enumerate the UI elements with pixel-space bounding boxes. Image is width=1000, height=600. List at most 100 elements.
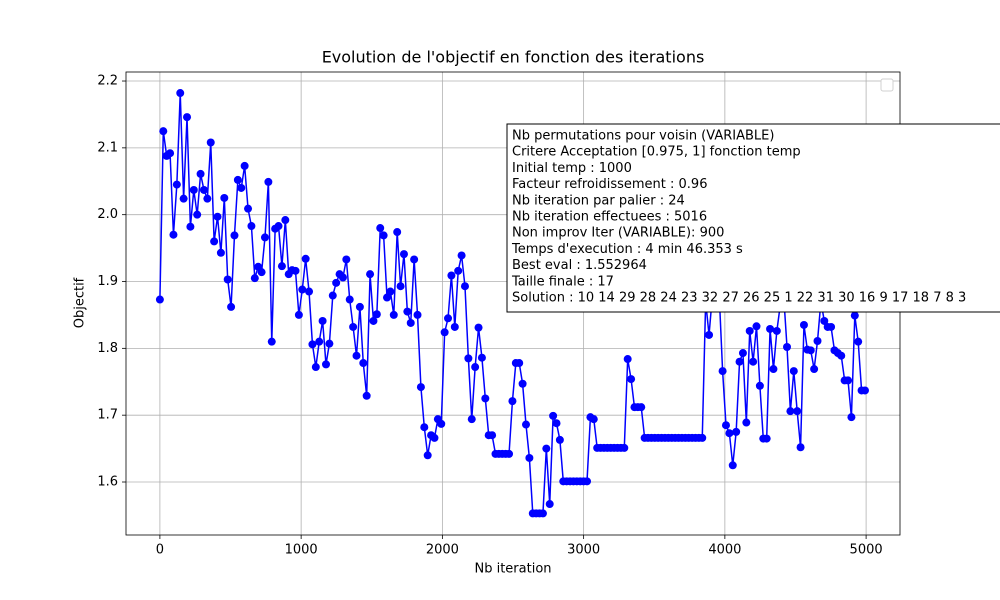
annotation-line: Non improv Iter (VARIABLE): 900	[512, 226, 724, 241]
data-point	[183, 113, 192, 122]
data-point	[355, 302, 364, 311]
data-point	[460, 282, 469, 291]
data-point	[437, 419, 446, 428]
annotation-line: Critere Acceptation [0.975, 1] fonction …	[512, 145, 801, 160]
data-point	[311, 363, 320, 372]
data-point	[627, 375, 636, 384]
data-point	[318, 316, 327, 325]
data-point	[799, 320, 808, 329]
x-tick-label: 1000	[285, 543, 318, 558]
data-point	[850, 311, 859, 320]
data-point	[216, 248, 225, 257]
data-point	[810, 365, 819, 374]
data-point	[637, 403, 646, 412]
data-point	[464, 354, 473, 363]
y-tick-label: 1.9	[97, 274, 118, 289]
data-point	[396, 282, 405, 291]
data-point	[206, 138, 215, 147]
data-point	[752, 322, 761, 331]
data-point	[186, 222, 195, 231]
data-point	[159, 127, 168, 136]
data-point	[240, 161, 249, 170]
legend-box	[880, 78, 894, 92]
data-point	[379, 231, 388, 240]
data-point	[345, 295, 354, 304]
data-point	[545, 500, 554, 509]
y-tick-label: 2.1	[97, 140, 118, 155]
data-point	[518, 379, 527, 388]
data-point	[315, 337, 324, 346]
data-point	[589, 415, 598, 424]
data-point	[366, 270, 375, 279]
data-point	[454, 266, 463, 275]
data-point	[789, 367, 798, 376]
annotation-line: Nb iteration par palier : 24	[512, 193, 685, 208]
data-point	[410, 255, 419, 264]
data-point	[420, 423, 429, 432]
data-point	[786, 407, 795, 416]
data-point	[549, 411, 558, 420]
axes: 0 1000 2000 3000 4000 5000 1.6 1.7 1.8 1.9 2.0 2.1 2…	[97, 74, 882, 558]
x-tick-label: 0	[156, 543, 164, 558]
data-point	[813, 336, 822, 345]
data-point	[471, 363, 480, 372]
data-point	[847, 413, 856, 422]
data-point	[742, 418, 751, 427]
data-point	[827, 322, 836, 331]
data-point	[301, 254, 310, 263]
data-point	[745, 326, 754, 335]
data-point	[430, 433, 439, 442]
data-point	[230, 231, 239, 240]
data-point	[176, 89, 185, 98]
y-tick-label: 1.6	[97, 475, 118, 490]
data-point	[854, 337, 863, 346]
data-point	[233, 175, 242, 184]
data-point	[820, 316, 829, 325]
data-point	[447, 271, 456, 280]
data-point	[738, 349, 747, 358]
data-point	[267, 337, 276, 346]
data-point	[521, 420, 530, 429]
data-point	[477, 353, 486, 362]
x-tick-label: 2000	[426, 543, 459, 558]
annotation-line: Nb permutations pour voisin (VARIABLE)	[512, 129, 774, 144]
data-point	[755, 381, 764, 390]
data-point	[725, 429, 734, 438]
annotation: Nb permutations pour voisin (VARIABLE)Cr…	[506, 123, 1000, 313]
data-point	[542, 444, 551, 453]
data-point	[166, 149, 175, 158]
data-point	[199, 185, 208, 194]
data-point	[735, 357, 744, 366]
data-point	[525, 453, 534, 462]
data-point	[359, 359, 368, 368]
data-point	[386, 287, 395, 296]
data-point	[332, 278, 341, 287]
data-point	[369, 316, 378, 325]
data-point	[416, 383, 425, 392]
data-point	[467, 415, 476, 424]
data-point	[457, 251, 466, 260]
data-point	[413, 310, 422, 319]
annotation-line: Best eval : 1.552964	[512, 258, 647, 273]
data-point	[291, 266, 300, 275]
data-point	[844, 376, 853, 385]
data-point	[423, 451, 432, 460]
data-point	[440, 328, 449, 337]
data-point	[169, 230, 178, 239]
data-point	[620, 443, 629, 452]
data-point	[210, 237, 219, 246]
data-point	[189, 185, 198, 194]
x-axis-label: Nb iteration	[474, 562, 551, 577]
data-point	[223, 275, 232, 284]
y-tick-label: 1.7	[97, 408, 118, 423]
data-point	[294, 310, 303, 319]
data-point	[383, 293, 392, 302]
y-tick-label: 2.2	[97, 74, 118, 89]
data-point	[444, 314, 453, 323]
data-point	[342, 255, 351, 264]
x-tick-label: 5000	[850, 543, 883, 558]
y-axis-label: Objectif	[73, 277, 88, 328]
data-point	[793, 407, 802, 416]
data-point	[538, 509, 547, 518]
